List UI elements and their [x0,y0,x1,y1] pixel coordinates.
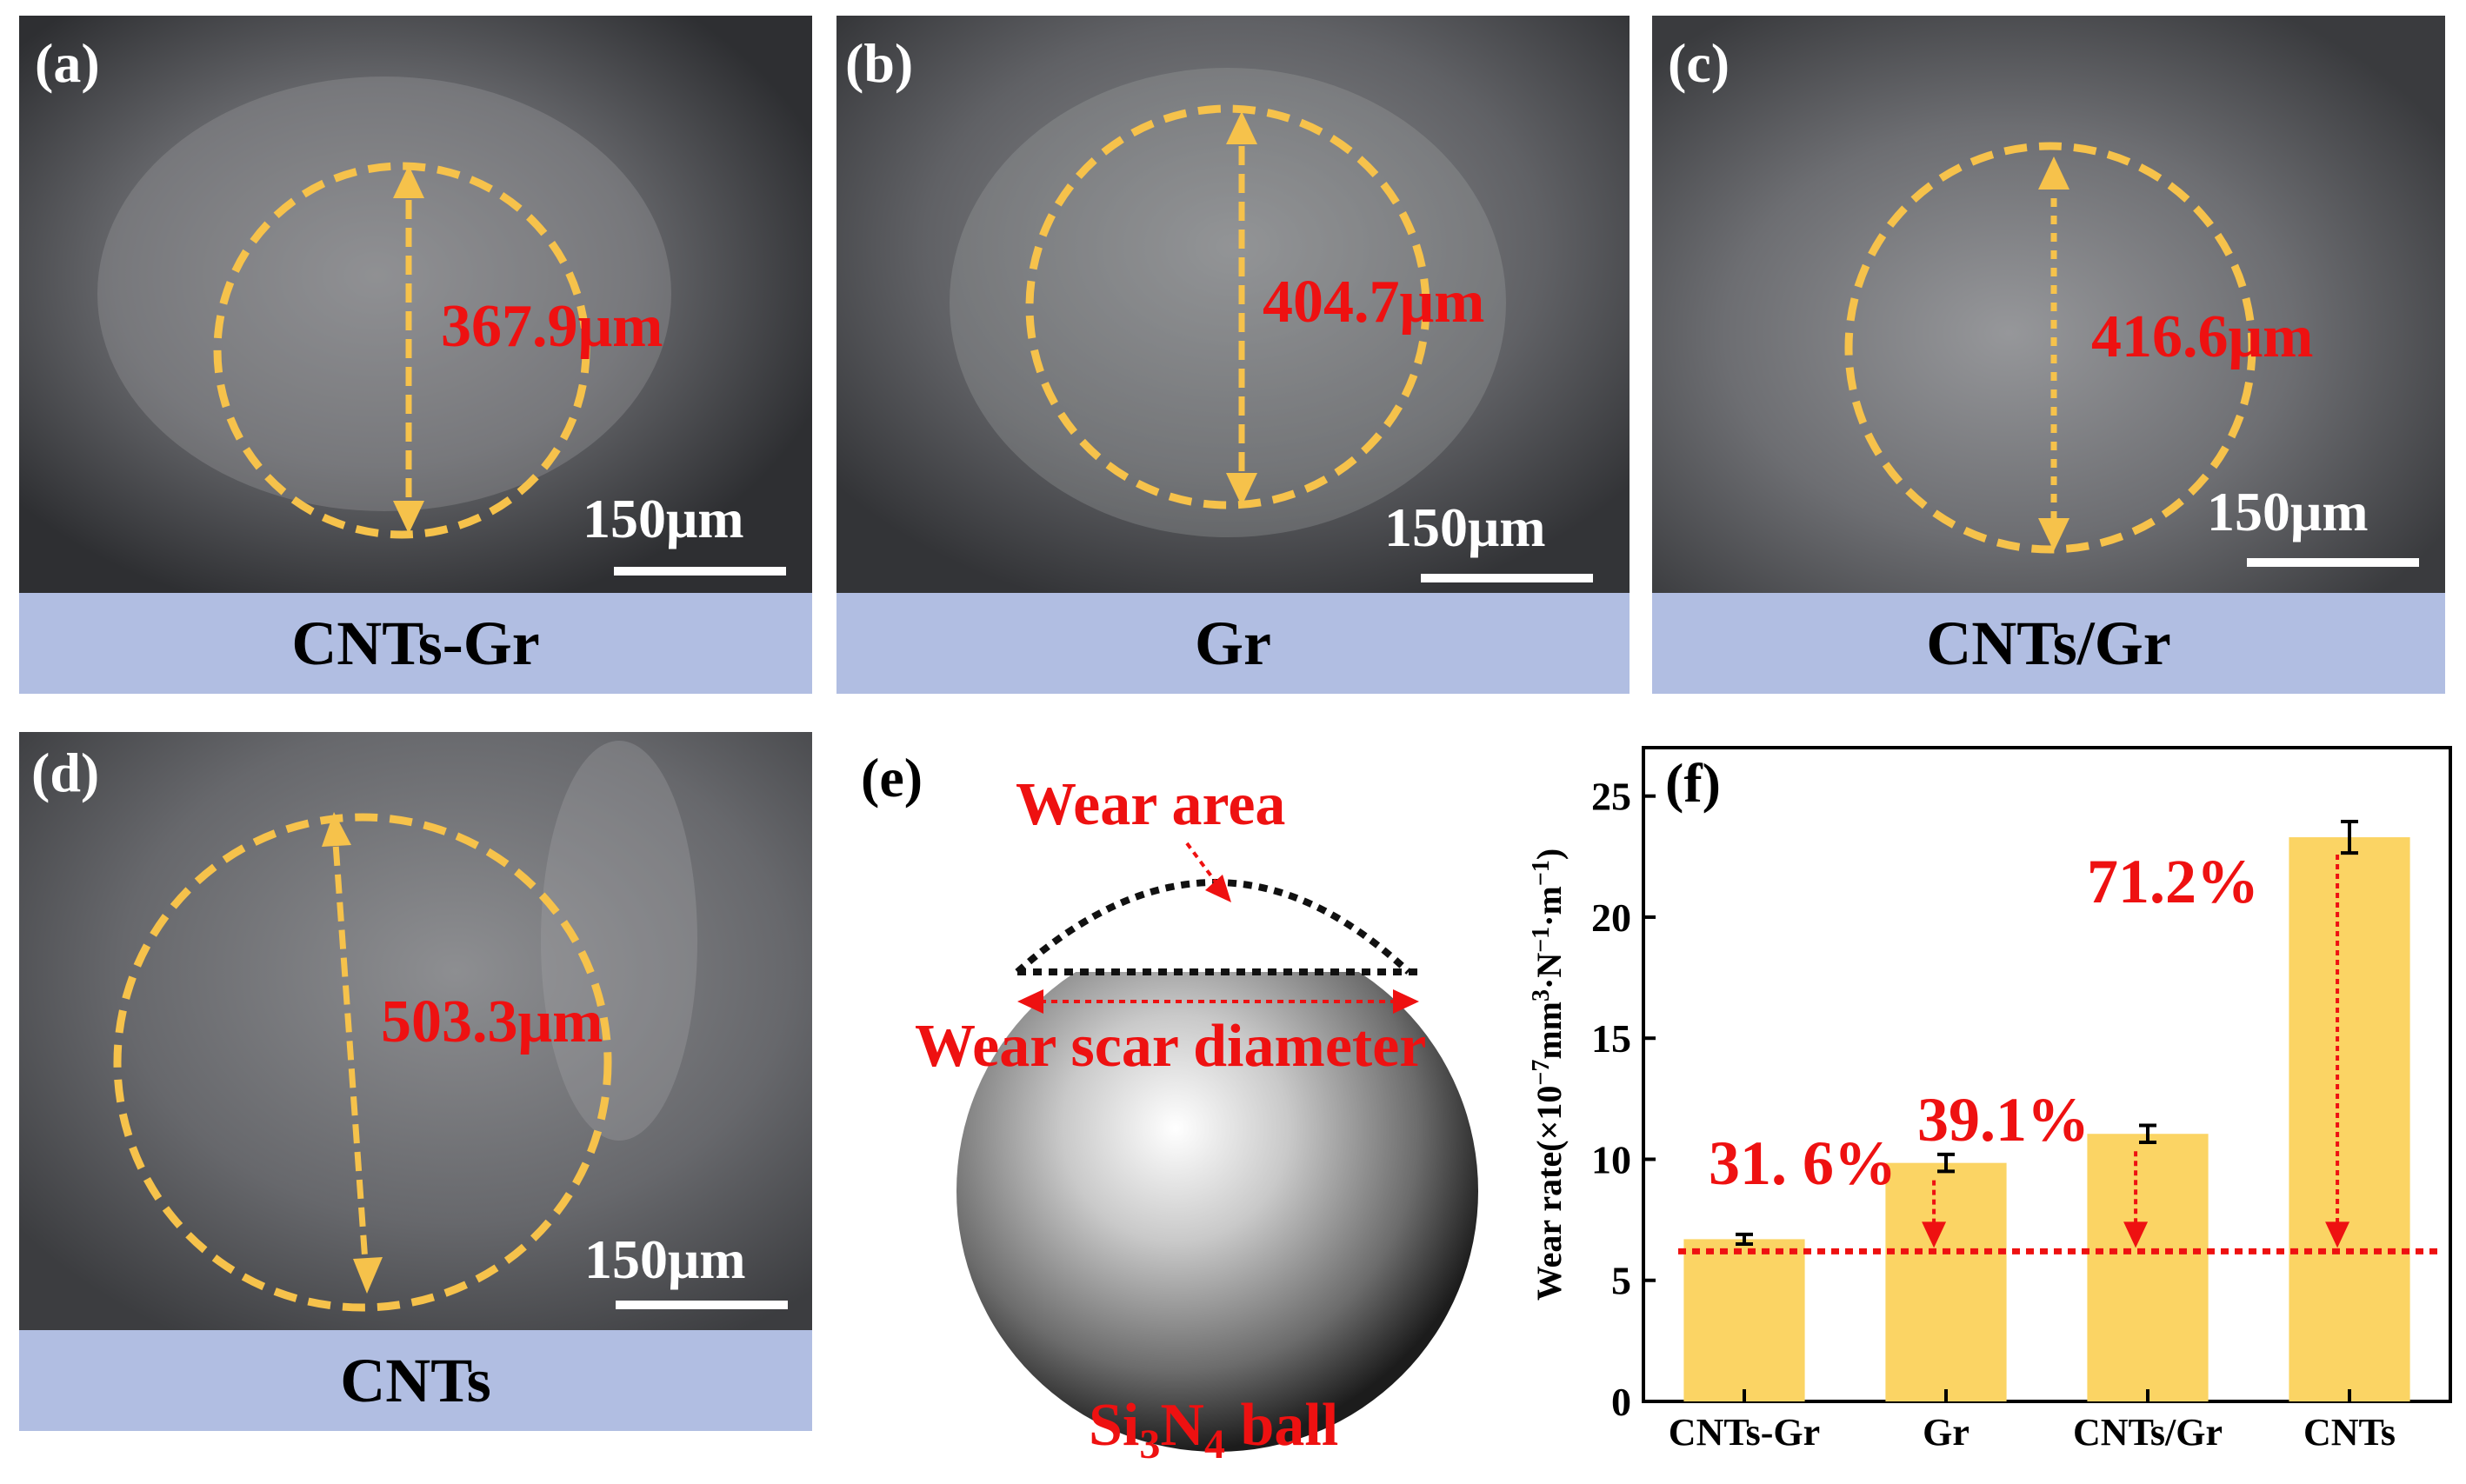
sample-band-d: CNTs [19,1330,812,1431]
y-axis-label-superscript: −7 [1528,1060,1555,1086]
y-axis-label-part: ·m [1530,886,1569,927]
reduction-annotation: 71.2% [2087,847,2259,916]
ball-schematic [956,842,1478,1452]
reduction-annotation: 31. 6% [1709,1128,1896,1198]
bar-cnts [2289,837,2410,1401]
panel-label-a: (a) [35,32,100,94]
x-tick-label: CNTs [2303,1411,2396,1454]
x-tick-label: Gr [1923,1411,1969,1454]
scar-diameter-c: 416.6μm [2091,303,2314,370]
y-tick-label: 25 [1591,775,1631,819]
y-axis-label-part: Wear rate(×10 [1530,1086,1569,1301]
sample-band-c: CNTs/Gr [1652,593,2445,694]
sample-band-b: Gr [836,593,1630,694]
y-axis-label: Wear rate(×10−7mm3·N−1·m−1) [1528,848,1569,1301]
panel-f: 0 5 10 15 20 25 CNTs-Gr Gr CNTs/Gr CNTs 31. 6% 39.1… [1513,732,2466,1480]
wear-rate-chart: 0 5 10 15 20 25 CNTs-Gr Gr CNTs/Gr CNTs 31. 6% 39.1… [1528,746,2452,1454]
wear-scar-diameter-label: Wear scar diameter [915,1013,1427,1080]
reduction-annotation: 39.1% [1917,1085,2089,1155]
y-axis-label-part: mm [1530,1002,1569,1060]
sem-texture-d [19,732,812,1330]
wear-scar-outline-a [213,162,590,539]
wear-scar-outline-d [113,813,612,1312]
scale-bar-b [1421,574,1593,582]
wear-scar-outline-b [1025,104,1430,509]
sem-texture-b [836,16,1630,593]
bar-gr [1885,1162,2007,1401]
scale-bar-d [616,1301,788,1309]
scar-diameter-a: 367.9μm [441,293,663,360]
ball-label: Si3N4 ball [1089,1391,1338,1468]
panel-label-c: (c) [1668,32,1730,94]
bar-cnts-gr [2087,1134,2209,1401]
panel-d: (d) 503.3μm 150μm CNTs [19,732,812,1431]
panel-b: (b) 404.7μm 150μm Gr [836,16,1630,694]
panel-label-e: (e) [861,747,923,809]
ball-label-n: N [1160,1392,1204,1459]
diameter-arrow-d [330,818,370,1288]
sem-texture-c [1652,16,2445,593]
panel-a: (a) 367.9μm 150μm CNTs-Gr [19,16,812,694]
scale-bar-c [2247,558,2419,567]
plot-frame [1642,746,2452,1403]
y-axis-label-superscript: −1 [1528,860,1555,886]
reduction-arrowhead [1922,1221,1947,1248]
scale-bar-a [614,567,786,576]
y-tick-label: 0 [1611,1380,1631,1424]
si3n4-ball [956,972,1478,1452]
ball-label-suffix: ball [1224,1392,1339,1459]
scale-label-b: 150μm [1384,496,1546,558]
scale-label-a: 150μm [583,488,744,549]
y-axis-label-part: ) [1530,848,1569,860]
scar-diameter-d: 503.3μm [381,988,603,1055]
y-tick-label: 10 [1591,1137,1631,1181]
scar-diameter-b: 404.7μm [1263,269,1485,336]
sem-image-d: (d) 503.3μm 150μm [19,732,812,1330]
reduction-arrowhead [2325,1221,2350,1248]
reduction-arrowhead [2123,1221,2149,1248]
y-axis-label-superscript: −1 [1528,927,1555,953]
y-tick-label: 15 [1591,1016,1631,1061]
wear-area-arc [1015,879,1411,975]
y-tick-label: 5 [1611,1259,1631,1303]
wear-area-label: Wear area [1016,771,1286,838]
x-tick-label: CNTs-Gr [1669,1411,1820,1454]
sem-texture-a [19,16,812,593]
scale-label-c: 150μm [2207,481,2369,542]
y-axis-label-part: ·N [1530,953,1569,989]
y-tick-label: 20 [1591,895,1631,940]
panel-label-d: (d) [31,742,100,803]
panel-label-b: (b) [845,32,914,94]
sem-image-b: (b) 404.7μm 150μm [836,16,1630,593]
ball-label-si: Si [1089,1392,1140,1459]
sample-band-a: CNTs-Gr [19,593,812,694]
panel-c: (c) 416.6μm 150μm CNTs/Gr [1652,16,2445,694]
scale-label-d: 150μm [584,1228,746,1290]
ball-label-sub2: 4 [1203,1421,1225,1467]
y-axis-label-superscript: 3 [1528,989,1555,1002]
panel-e: (e) Wear area Wear scar diameter Si3N4 b… [835,732,1530,1480]
bar-cnts-gr [1683,1239,1805,1401]
wear-scar-outline-c [1844,142,2256,554]
x-tick-label: CNTs/Gr [2073,1411,2223,1454]
sem-image-c: (c) 416.6μm 150μm [1652,16,2445,593]
panel-label-f: (f) [1665,752,1721,814]
sem-image-a: (a) 367.9μm 150μm [19,16,812,593]
ball-label-sub1: 3 [1139,1421,1161,1467]
